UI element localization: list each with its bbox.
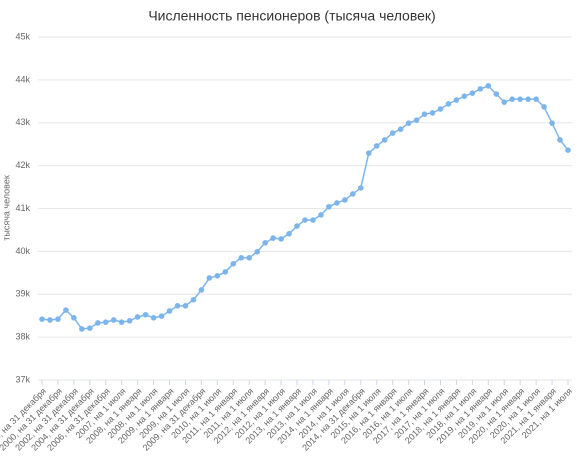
y-tick-label: 40k [15,246,30,256]
point [182,303,189,309]
y-tick-label: 41k [15,203,30,213]
point [102,319,109,325]
point [71,315,77,321]
point [142,312,149,318]
point [373,143,380,149]
y-tick-label: 38k [15,332,30,342]
point [445,101,452,107]
point [405,120,412,126]
point [278,236,284,242]
y-axis-title: тысяча человек [1,175,11,241]
point [381,137,388,143]
point [47,317,53,323]
point [118,319,125,325]
point [525,96,531,102]
point [509,96,516,102]
point [501,99,508,105]
point [334,200,340,206]
point [126,318,133,324]
point [63,307,69,313]
point [318,212,324,218]
point [39,316,45,322]
point [55,316,61,322]
point [437,106,444,112]
y-tick-label: 44k [15,74,30,84]
y-tick-label: 42k [15,160,30,170]
point [326,203,332,210]
y-tick-label: 45k [15,31,30,41]
point [493,91,500,97]
point [429,110,436,116]
point [461,93,468,99]
point [222,269,229,275]
point [79,326,85,332]
point [517,96,523,102]
point [254,249,260,255]
point [469,90,476,96]
point [389,130,396,136]
point [206,275,213,281]
point [357,185,364,191]
point [110,317,117,323]
point [87,325,93,331]
point [198,287,205,293]
point [270,235,276,241]
point [230,261,237,267]
point [413,117,420,123]
point [190,297,197,303]
point [365,150,372,156]
point [565,147,571,153]
point [174,303,181,309]
point [350,191,356,197]
point [214,273,221,279]
point [477,86,484,92]
chart-title: Численность пенсионеров (тысяча человек) [148,8,435,24]
point [294,223,300,229]
point [397,126,404,132]
point [134,314,141,320]
point [421,111,428,117]
point [549,120,555,126]
point [238,255,245,261]
point [262,240,268,246]
point [533,96,539,102]
point [158,313,165,319]
point [310,217,316,223]
point [485,83,492,89]
point [286,230,292,237]
y-tick-label: 39k [15,289,30,299]
point [541,104,547,110]
point [246,255,253,261]
point [166,308,173,314]
point [302,217,308,223]
point [342,197,348,203]
point [557,137,563,143]
point [453,97,460,103]
y-tick-label: 43k [15,117,30,127]
point [94,320,101,326]
point [150,315,157,321]
y-tick-label: 37k [15,374,30,384]
